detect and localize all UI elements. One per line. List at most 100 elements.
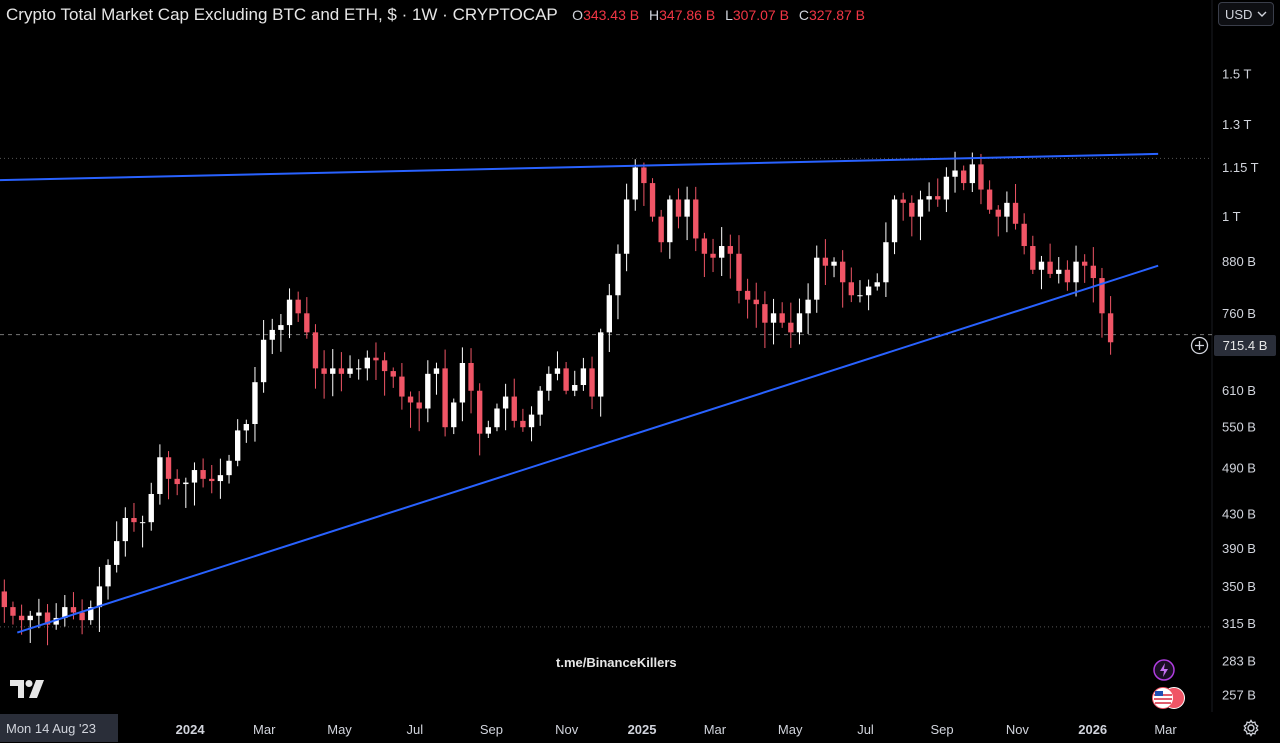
candle-body: [139, 522, 146, 524]
candle-body: [148, 493, 154, 523]
candle-body: [442, 368, 448, 428]
candle-body: [935, 196, 941, 200]
candle-body: [675, 199, 682, 217]
candle-body: [338, 368, 345, 374]
candle-body: [234, 430, 241, 461]
candle-body: [796, 313, 803, 333]
time-tick-label: Mar: [253, 722, 276, 737]
time-tick-label: 2026: [1078, 722, 1107, 737]
gear-icon[interactable]: [1242, 719, 1260, 737]
candle-body: [623, 199, 630, 254]
candle-body: [209, 478, 215, 482]
candle-body: [295, 299, 301, 314]
candle-body: [857, 295, 863, 297]
candle-body: [667, 199, 673, 243]
candle-body: [546, 373, 552, 391]
candle-body: [693, 199, 699, 239]
price-tick-label: 760 B: [1222, 306, 1256, 321]
candle-body: [753, 299, 759, 305]
current-price-label: 715.4 B: [1214, 335, 1276, 356]
candle-body: [736, 253, 742, 291]
time-tick-label: Sep: [931, 722, 954, 737]
candle-body: [874, 282, 880, 287]
candle-body: [891, 199, 898, 243]
candle-body: [451, 402, 457, 428]
add-alert-icon[interactable]: [1190, 336, 1209, 355]
candle-body: [113, 541, 120, 565]
time-tick-label: May: [327, 722, 352, 737]
candle-body: [27, 615, 33, 621]
candle-body: [537, 390, 543, 415]
candle-body: [554, 368, 561, 374]
candle-body: [580, 368, 587, 386]
price-tick-label: 257 B: [1222, 688, 1256, 703]
price-tick-label: 1.5 T: [1222, 66, 1251, 81]
candle-body: [900, 199, 906, 203]
time-tick-label: 2024: [176, 722, 206, 737]
candle-body: [744, 290, 751, 300]
ohlc-readout: O343.43 B H347.86 B L307.07 B C327.87 B: [572, 7, 866, 23]
candle-body: [641, 167, 647, 184]
time-tick-label: Nov: [555, 722, 579, 737]
chart-header: Crypto Total Market Cap Excluding BTC an…: [6, 5, 865, 25]
candle-body: [416, 402, 422, 409]
candle-body: [502, 396, 509, 409]
candle-body: [183, 482, 189, 485]
price-tick-label: 1.15 T: [1222, 160, 1259, 175]
candle-body: [96, 586, 103, 608]
currency-label: USD: [1225, 6, 1253, 22]
candle-body: [995, 209, 1001, 217]
candle-body: [848, 282, 855, 296]
watermark-text: t.me/BinanceKillers: [556, 655, 677, 670]
price-tick-label: 880 B: [1222, 254, 1256, 269]
candle-body: [347, 368, 353, 374]
candle-body: [805, 299, 811, 314]
candle-body: [969, 164, 976, 184]
candle-body: [727, 246, 734, 254]
candle-body: [831, 261, 837, 266]
trendline-upper[interactable]: [0, 152, 1159, 182]
candle-body: [917, 199, 924, 217]
candle-body: [321, 368, 327, 374]
close-value: 327.87 B: [808, 7, 866, 23]
candle-body: [986, 189, 993, 210]
candle-body: [260, 339, 267, 383]
candle-body: [606, 295, 613, 333]
candle-body: [1056, 269, 1062, 274]
candle-body: [390, 371, 396, 377]
candle-body: [18, 615, 25, 621]
high-value: 347.86 B: [659, 7, 716, 23]
candle-body: [1090, 265, 1097, 279]
time-tick-label: Jul: [857, 722, 874, 737]
candle-body: [701, 238, 708, 254]
candle-body: [485, 427, 492, 434]
candle-body: [926, 196, 932, 200]
lightning-icon[interactable]: [1153, 659, 1175, 681]
candle-body: [191, 470, 198, 483]
candle-body: [658, 216, 664, 243]
time-tick-label: Jul: [407, 722, 424, 737]
price-tick-label: 430 B: [1222, 506, 1256, 521]
price-tick-label: 350 B: [1222, 579, 1256, 594]
candle-body: [1012, 202, 1019, 224]
candle-body: [649, 183, 656, 217]
candle-body: [407, 396, 414, 403]
candle-body: [88, 607, 94, 621]
currency-selector[interactable]: USD: [1218, 2, 1274, 26]
candle-body: [459, 362, 466, 403]
candle-body: [814, 257, 820, 300]
candle-body: [10, 607, 16, 616]
candle-body: [1038, 261, 1045, 270]
us-flag-icon[interactable]: [1151, 686, 1187, 710]
candle-body: [883, 242, 889, 283]
tradingview-logo-icon[interactable]: [10, 680, 44, 698]
candle-body: [1073, 261, 1079, 283]
time-tick-label: Sep: [480, 722, 503, 737]
candle-body: [1, 591, 8, 608]
candle-body: [36, 612, 42, 616]
candle-body: [200, 470, 206, 479]
candle-body: [1099, 278, 1105, 314]
trendline-lower[interactable]: [16, 264, 1159, 634]
candle-body: [1047, 261, 1053, 274]
